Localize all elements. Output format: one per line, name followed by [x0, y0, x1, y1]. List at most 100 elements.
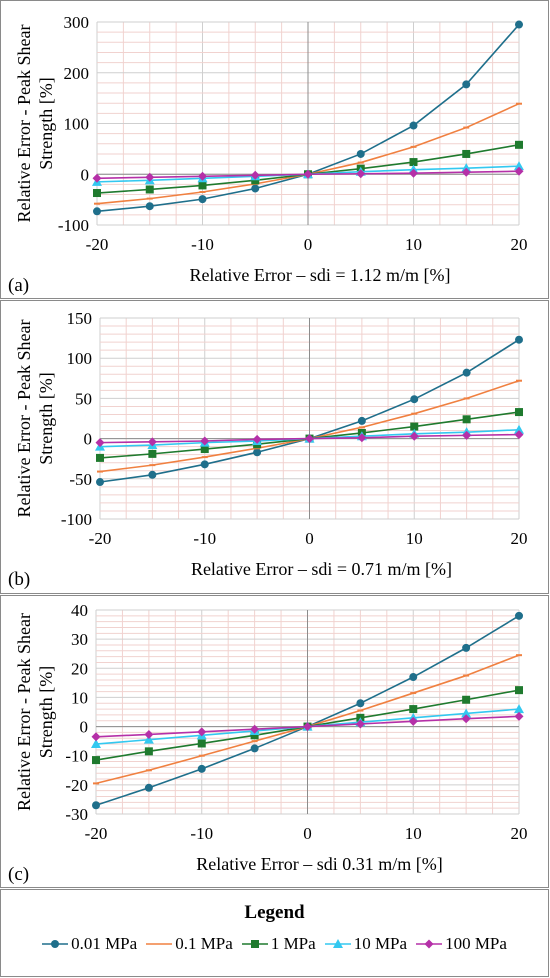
- data-point: [93, 782, 99, 785]
- data-point: [92, 756, 100, 765]
- x-tick-label: 0: [304, 235, 313, 254]
- chart-panel-c: [0, 595, 549, 888]
- y-tick-label: 200: [64, 64, 90, 83]
- x-tick-label: 10: [406, 529, 423, 548]
- x-axis-label: Relative Error – sdi 0.31 m/m [%]: [196, 854, 442, 874]
- data-point: [410, 422, 419, 431]
- data-point: [251, 184, 260, 193]
- y-tick-label: 40: [71, 601, 88, 620]
- legend-items: 0.01 MPa 0.1 MPa 1 MPa 10 MPa 100 MPa: [1, 934, 548, 954]
- data-point: [197, 764, 206, 773]
- data-point: [461, 167, 471, 177]
- data-point: [411, 412, 418, 415]
- data-point: [92, 173, 102, 183]
- data-point: [254, 447, 261, 450]
- legend-item-label: 0.01 MPa: [71, 934, 138, 953]
- data-point: [514, 161, 524, 171]
- y-tick-label: 0: [84, 430, 93, 449]
- data-point: [408, 716, 418, 726]
- y-axis-label: Relative Error - Peak Shear Strength [%]: [14, 320, 56, 518]
- x-tick-label: 10: [405, 824, 422, 843]
- data-point: [305, 434, 314, 444]
- data-point: [463, 674, 470, 677]
- legend-item: 1 MPa: [241, 934, 316, 954]
- y-tick-label: -50: [69, 470, 92, 489]
- y-tick-label: 150: [67, 309, 93, 328]
- data-point: [462, 643, 471, 652]
- data-point: [515, 140, 523, 149]
- data-point: [515, 611, 523, 620]
- data-point: [515, 20, 523, 29]
- data-point: [143, 734, 154, 744]
- data-point: [514, 430, 524, 440]
- chart-panel-a: [0, 0, 549, 299]
- y-tick-label: -20: [65, 776, 88, 795]
- legend: Legend 0.01 MPa 0.1 MPa 1 MPa 10 MPa 100 MPa: [0, 889, 549, 977]
- legend-item-label: 10 MPa: [353, 934, 408, 953]
- data-point: [250, 744, 259, 753]
- data-point: [200, 445, 209, 454]
- data-point: [303, 169, 313, 179]
- data-point: [515, 335, 523, 344]
- x-tick-label: -20: [85, 824, 108, 843]
- data-point: [149, 464, 156, 467]
- data-point: [515, 686, 523, 695]
- data-point: [145, 769, 152, 772]
- data-point: [462, 415, 471, 424]
- legend-item-label: 1 MPa: [270, 934, 316, 953]
- y-tick-label: -30: [65, 805, 88, 824]
- data-point: [355, 719, 365, 729]
- data-point: [144, 783, 153, 792]
- data-point: [144, 729, 154, 739]
- data-point: [200, 460, 209, 469]
- data-point: [93, 189, 101, 198]
- data-point: [409, 431, 419, 441]
- data-point: [198, 195, 207, 204]
- y-tick-label: 30: [71, 630, 88, 649]
- data-point: [462, 80, 471, 89]
- data-point: [148, 470, 157, 479]
- y-tick-label: 50: [75, 389, 92, 408]
- series-100-MPa: [92, 166, 524, 183]
- data-point: [516, 102, 522, 105]
- data-point: [409, 673, 418, 682]
- data-point: [357, 709, 364, 712]
- data-point: [356, 169, 366, 179]
- data-point: [514, 424, 524, 434]
- legend-marker: [250, 940, 259, 948]
- y-tick-label: 100: [67, 349, 93, 368]
- x-tick-label: -10: [190, 824, 213, 843]
- data-point: [253, 448, 262, 457]
- data-point: [410, 395, 419, 404]
- data-point: [91, 739, 101, 749]
- data-point: [410, 692, 417, 695]
- triangle-marker-icon: [324, 939, 351, 948]
- y-tick-label: -10: [65, 747, 88, 766]
- x-tick-label: -10: [193, 529, 216, 548]
- data-point: [250, 731, 259, 740]
- data-point: [515, 408, 523, 417]
- data-point: [356, 149, 365, 158]
- data-point: [357, 416, 366, 425]
- data-point: [198, 181, 207, 190]
- data-point: [147, 437, 157, 447]
- data-point: [97, 470, 103, 473]
- x-tick-label: 10: [405, 235, 422, 254]
- data-point: [250, 170, 260, 180]
- data-point: [358, 426, 365, 429]
- data-point: [252, 434, 262, 444]
- data-point: [356, 699, 365, 708]
- data-point: [145, 172, 155, 182]
- square-marker-icon: [241, 940, 268, 948]
- x-tick-label: 0: [305, 529, 314, 548]
- data-point: [461, 714, 471, 724]
- data-point: [516, 379, 522, 382]
- data-point: [197, 739, 206, 748]
- data-point: [303, 722, 312, 732]
- y-tick-label: 0: [81, 165, 90, 184]
- legend-title: Legend: [244, 902, 305, 923]
- data-point: [462, 695, 471, 704]
- circle-marker-icon: [42, 940, 69, 948]
